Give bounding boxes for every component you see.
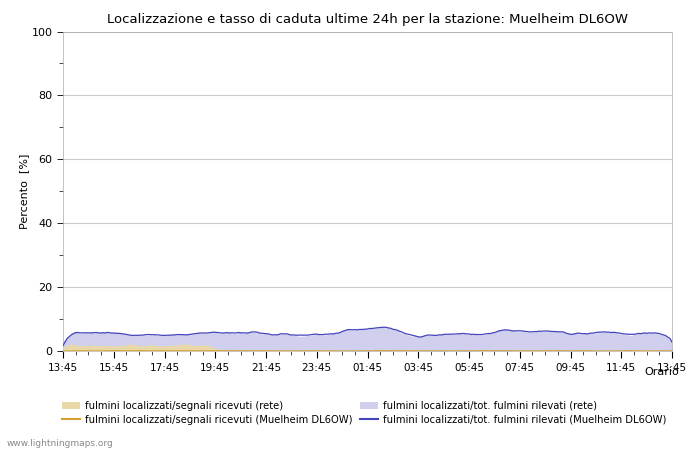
Legend: fulmini localizzati/segnali ricevuti (rete), fulmini localizzati/segnali ricevut: fulmini localizzati/segnali ricevuti (re… xyxy=(62,401,667,425)
Text: www.lightningmaps.org: www.lightningmaps.org xyxy=(7,439,113,448)
Title: Localizzazione e tasso di caduta ultime 24h per la stazione: Muelheim DL6OW: Localizzazione e tasso di caduta ultime … xyxy=(107,13,628,26)
Text: Orario: Orario xyxy=(644,367,679,377)
Y-axis label: Percento  [%]: Percento [%] xyxy=(19,153,29,229)
